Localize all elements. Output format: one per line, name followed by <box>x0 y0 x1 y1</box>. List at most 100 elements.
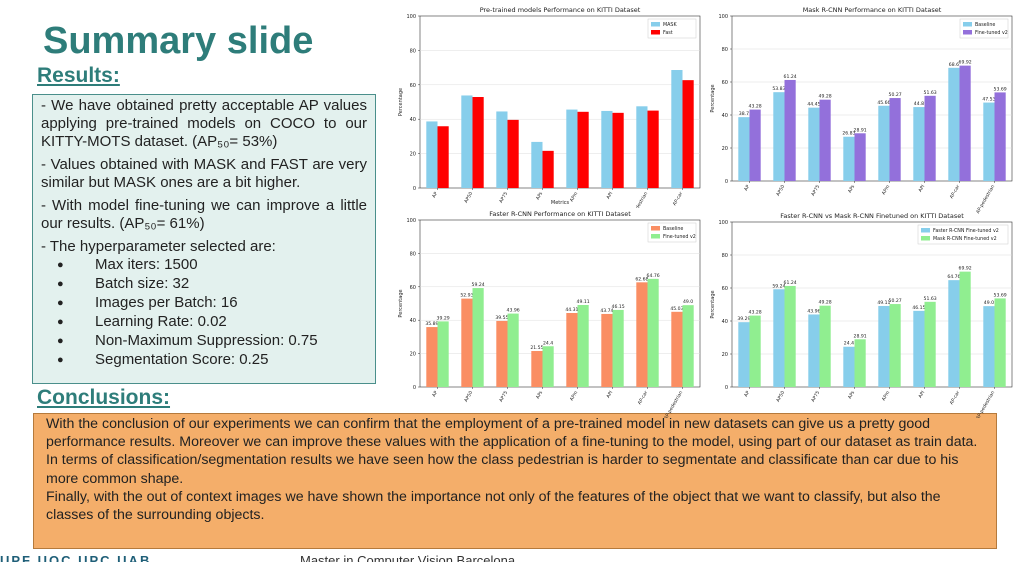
x-tick-label: AP75 <box>810 184 821 197</box>
y-tick-label: 60 <box>410 285 416 291</box>
x-tick-label: AP50 <box>463 390 474 403</box>
x-tick-label: APm <box>569 390 580 402</box>
data-label: 49.28 <box>819 300 832 306</box>
data-label: 28.91 <box>854 127 867 133</box>
y-tick-label: 20 <box>410 152 416 158</box>
hyperparameter-item: Images per Batch: 16 <box>41 294 367 313</box>
y-tick-label: 0 <box>413 186 416 192</box>
data-label: 53.69 <box>994 86 1007 92</box>
conclusions-heading: Conclusions: <box>37 386 171 409</box>
legend-label: Fast <box>663 30 673 36</box>
data-label: 64.76 <box>947 274 960 280</box>
legend <box>917 224 1009 245</box>
data-label: 52.93 <box>460 293 473 299</box>
bar <box>773 92 785 181</box>
bar <box>854 133 866 181</box>
y-axis-label: Percentage <box>398 289 404 317</box>
data-label: 39.55 <box>495 315 508 321</box>
x-tick-label: AP-car <box>637 390 650 406</box>
bar <box>924 95 936 181</box>
university-logos: UPF UOC UPC UAB <box>0 553 152 562</box>
data-label: 47.53 <box>982 97 995 103</box>
chart-title: Faster R-CNN Performance on KITTI Datase… <box>489 210 631 218</box>
bar <box>994 92 1006 181</box>
data-label: 35.89 <box>425 321 438 327</box>
bar <box>843 346 855 387</box>
bar <box>808 314 820 387</box>
x-tick-label: AP75 <box>498 191 509 204</box>
legend-label: Mask R-CNN Fine-tuned v2 <box>933 236 997 242</box>
bar <box>472 288 484 387</box>
results-paragraph: - Values obtained with MASK and FAST are… <box>41 156 367 191</box>
bar <box>994 298 1006 387</box>
x-tick-label: AP75 <box>498 390 509 403</box>
data-label: 59.24 <box>772 283 785 289</box>
x-tick-label: APs <box>847 389 857 400</box>
x-tick-label: APl <box>917 184 926 193</box>
bar <box>507 119 519 188</box>
y-axis-label: Percentage <box>710 290 716 318</box>
y-tick-label: 100 <box>718 220 728 226</box>
results-heading: Results: <box>37 64 120 87</box>
x-tick-label: AP <box>743 184 751 192</box>
data-label: 69.92 <box>959 266 972 272</box>
bar <box>426 121 438 188</box>
x-tick-label: AP50 <box>775 390 786 403</box>
x-tick-label: AP-car <box>672 191 685 207</box>
x-tick-label: APl <box>605 390 614 399</box>
y-tick-label: 100 <box>718 14 728 20</box>
chart-pretrained-models: Pre-trained models Performance on KITTI … <box>398 6 701 208</box>
data-label: 26.83 <box>842 131 855 137</box>
hyperparameter-item: Non-Maximum Suppression: 0.75 <box>41 332 367 351</box>
y-axis-label: Percentage <box>398 88 404 116</box>
legend-label: Baseline <box>663 226 683 232</box>
x-tick-label: AP <box>431 191 439 199</box>
conclusions-paragraph: Finally, with the out of context images … <box>46 488 941 524</box>
y-tick-label: 40 <box>410 117 416 123</box>
bar <box>959 65 971 181</box>
data-label: 49.11 <box>877 300 890 306</box>
x-tick-label: AP <box>743 390 751 398</box>
legend-swatch <box>921 228 930 233</box>
hyperparameter-list: Max iters: 1500 Batch size: 32 Images pe… <box>41 256 367 370</box>
bar <box>566 313 578 387</box>
data-label: 45.66 <box>877 100 890 106</box>
legend-label: Faster R-CNN Fine-tuned v2 <box>933 228 999 234</box>
bar <box>808 107 820 181</box>
data-label: 50.27 <box>889 92 902 98</box>
bar <box>566 109 578 188</box>
x-tick-label: APs <box>535 190 545 201</box>
chart-title: Faster R-CNN vs Mask R-CNN Finetuned on … <box>780 212 964 220</box>
data-label: 39.29 <box>737 316 750 322</box>
data-label: 50.27 <box>889 298 902 304</box>
data-label: 44.45 <box>807 102 820 108</box>
bar <box>612 112 624 188</box>
y-tick-label: 60 <box>722 80 728 86</box>
data-label: 44.31 <box>565 307 578 313</box>
legend-swatch <box>651 234 660 239</box>
conclusions-box: With the conclusion of our experiments w… <box>33 413 997 549</box>
data-label: 68.6 <box>949 62 959 68</box>
bar <box>948 280 960 387</box>
hyperparameter-item: Max iters: 1500 <box>41 256 367 275</box>
bar <box>507 313 519 387</box>
data-label: 21.55 <box>530 345 543 351</box>
data-label: 53.69 <box>994 292 1007 298</box>
x-tick-label: AP-pedestrian <box>975 390 996 418</box>
legend-swatch <box>651 22 660 27</box>
data-label: 45.03 <box>670 306 683 312</box>
data-label: 44.8 <box>914 101 924 107</box>
y-tick-label: 20 <box>410 352 416 358</box>
y-tick-label: 60 <box>722 286 728 292</box>
y-tick-label: 0 <box>725 385 728 391</box>
x-tick-label: AP50 <box>463 191 474 204</box>
bar <box>773 289 785 387</box>
bar <box>601 313 613 387</box>
bar <box>889 304 901 387</box>
data-label: 69.92 <box>959 60 972 66</box>
bar <box>959 271 971 387</box>
bar <box>531 351 543 387</box>
bar <box>983 102 995 181</box>
chart-mask-rcnn: Mask R-CNN Performance on KITTI Dataset 0… <box>710 6 1013 214</box>
bar <box>542 346 554 387</box>
